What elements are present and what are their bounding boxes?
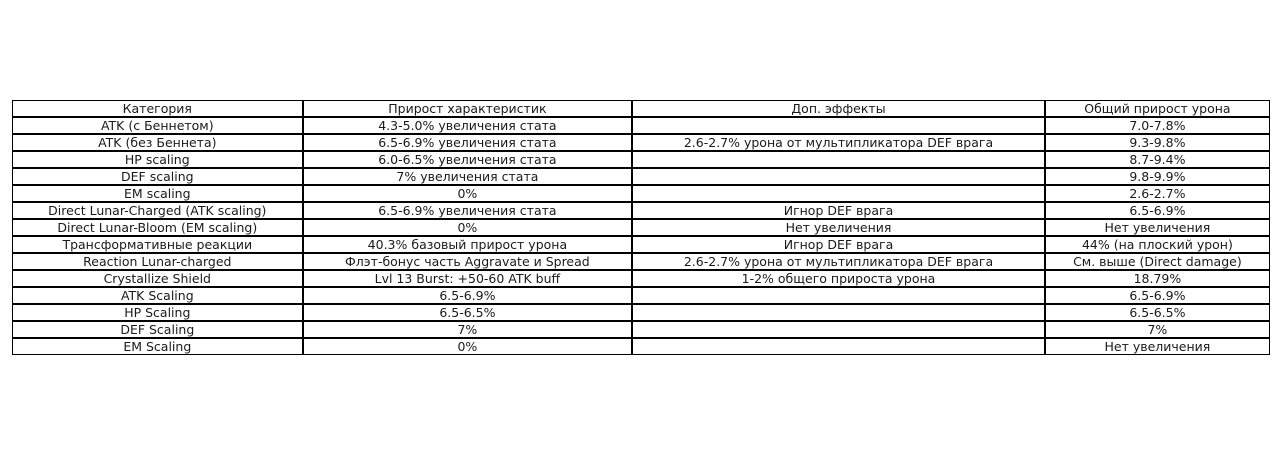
table-row: ATK Scaling 6.5-6.9% 6.5-6.9% bbox=[12, 287, 1270, 304]
table-cell: EM scaling bbox=[12, 185, 303, 202]
table-cell bbox=[632, 287, 1045, 304]
table-cell: 6.5-6.9% bbox=[302, 287, 633, 304]
table-cell: 9.8-9.9% bbox=[1044, 168, 1270, 185]
table-cell: ATK Scaling bbox=[12, 287, 303, 304]
table-cell: Флэт-бонус часть Aggravate и Spread bbox=[302, 253, 633, 270]
table-cell: 4.3-5.0% увеличения стата bbox=[302, 117, 633, 134]
table-row: HP Scaling 6.5-6.5% 6.5-6.5% bbox=[12, 304, 1270, 321]
table-cell: 0% bbox=[302, 185, 633, 202]
table-cell: 9.3-9.8% bbox=[1044, 134, 1270, 151]
table-cell: 7.0-7.8% bbox=[1044, 117, 1270, 134]
table-cell: 6.5-6.9% увеличения стата bbox=[302, 202, 633, 219]
table-body: ATK (с Беннетом) 4.3-5.0% увеличения стат… bbox=[12, 117, 1270, 355]
column-header: Категория bbox=[12, 100, 303, 117]
table-cell bbox=[632, 185, 1045, 202]
table-cell bbox=[632, 304, 1045, 321]
table-row: DEF scaling 7% увеличения стата 9.8-9.9% bbox=[12, 168, 1270, 185]
table-cell: Нет увеличения bbox=[1044, 219, 1270, 236]
table-row: EM Scaling 0% Нет увеличения bbox=[12, 338, 1270, 355]
table-cell: 0% bbox=[302, 338, 633, 355]
table-cell: Трансформативные реакции bbox=[12, 236, 303, 253]
table-cell: 7% bbox=[302, 321, 633, 338]
table-cell: Direct Lunar-Charged (ATK scaling) bbox=[12, 202, 303, 219]
table-cell: EM Scaling bbox=[12, 338, 303, 355]
table-row: Direct Lunar-Charged (ATK scaling) 6.5-6.… bbox=[12, 202, 1270, 219]
table-cell bbox=[632, 168, 1045, 185]
table-cell: Lvl 13 Burst: +50-60 ATK buff bbox=[302, 270, 633, 287]
table-cell: ATK (с Беннетом) bbox=[12, 117, 303, 134]
table-cell bbox=[632, 117, 1045, 134]
table-cell: 2.6-2.7% урона от мультипликатора DEF вр… bbox=[632, 134, 1045, 151]
header-row: Категория Прирост характеристик Доп. эффек… bbox=[12, 100, 1270, 117]
table-cell: 6.5-6.9% bbox=[1044, 202, 1270, 219]
table-cell bbox=[632, 151, 1045, 168]
table-cell: 0% bbox=[302, 219, 633, 236]
table-row: ATK (с Беннетом) 4.3-5.0% увеличения стат… bbox=[12, 117, 1270, 134]
column-header: Доп. эффекты bbox=[632, 100, 1045, 117]
table-cell: DEF Scaling bbox=[12, 321, 303, 338]
table-cell: См. выше (Direct damage) bbox=[1044, 253, 1270, 270]
table-row: HP scaling 6.0-6.5% увеличения стата 8.7-9… bbox=[12, 151, 1270, 168]
table-cell: 44% (на плоский урон) bbox=[1044, 236, 1270, 253]
table-cell bbox=[632, 338, 1045, 355]
table-row: DEF Scaling 7% 7% bbox=[12, 321, 1270, 338]
table-cell: 6.0-6.5% увеличения стата bbox=[302, 151, 633, 168]
table-cell: 6.5-6.9% увеличения стата bbox=[302, 134, 633, 151]
table-cell: 2.6-2.7% bbox=[1044, 185, 1270, 202]
table-cell: 18.79% bbox=[1044, 270, 1270, 287]
table-cell: Direct Lunar-Bloom (EM scaling) bbox=[12, 219, 303, 236]
table-cell: 7% bbox=[1044, 321, 1270, 338]
table-cell: 7% увеличения стата bbox=[302, 168, 633, 185]
table-row: Reaction Lunar-charged Флэт-бонус часть A… bbox=[12, 253, 1270, 270]
table-row: Direct Lunar-Bloom (EM scaling) 0% Нет уве… bbox=[12, 219, 1270, 236]
table-cell: ATK (без Беннета) bbox=[12, 134, 303, 151]
table-cell bbox=[632, 321, 1045, 338]
table-cell: 6.5-6.9% bbox=[1044, 287, 1270, 304]
table-cell: 8.7-9.4% bbox=[1044, 151, 1270, 168]
column-header: Общий прирост урона bbox=[1044, 100, 1270, 117]
table-row: EM scaling 0% 2.6-2.7% bbox=[12, 185, 1270, 202]
table-row: Трансформативные реакции 40.3% базовый пр… bbox=[12, 236, 1270, 253]
table-cell: 6.5-6.5% bbox=[302, 304, 633, 321]
table-cell: Crystallize Shield bbox=[12, 270, 303, 287]
table-cell: 40.3% базовый прирост урона bbox=[302, 236, 633, 253]
table-cell: Игнор DEF врага bbox=[632, 236, 1045, 253]
table-cell: 2.6-2.7% урона от мультипликатора DEF вр… bbox=[632, 253, 1045, 270]
table-cell: Нет увеличения bbox=[1044, 338, 1270, 355]
table-cell: DEF scaling bbox=[12, 168, 303, 185]
table-cell: 6.5-6.5% bbox=[1044, 304, 1270, 321]
table-cell: 1-2% общего прироста урона bbox=[632, 270, 1045, 287]
table-cell: Нет увеличения bbox=[632, 219, 1045, 236]
table-cell: HP scaling bbox=[12, 151, 303, 168]
table-cell: HP Scaling bbox=[12, 304, 303, 321]
column-header: Прирост характеристик bbox=[302, 100, 633, 117]
table-row: Crystallize Shield Lvl 13 Burst: +50-60 A… bbox=[12, 270, 1270, 287]
damage-comparison-table: Категория Прирост характеристик Доп. эффек… bbox=[12, 100, 1270, 355]
table-cell: Игнор DEF врага bbox=[632, 202, 1045, 219]
table-cell: Reaction Lunar-charged bbox=[12, 253, 303, 270]
table-row: ATK (без Беннета) 6.5-6.9% увеличения ста… bbox=[12, 134, 1270, 151]
